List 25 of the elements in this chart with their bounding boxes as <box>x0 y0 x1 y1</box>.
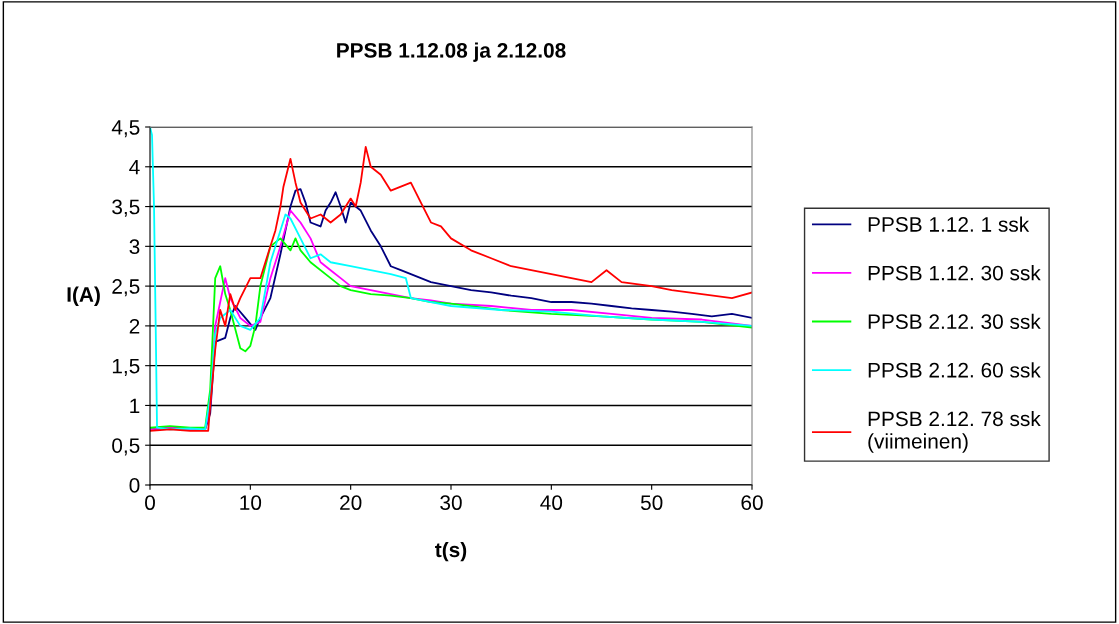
legend-label: PPSB 2.12. 30 ssk <box>868 313 1041 330</box>
legend-label: PPSB 1.12. 30 ssk <box>868 265 1041 281</box>
legend-label: PPSB 2.12. 78 ssk (viimeinen) <box>868 410 1041 453</box>
y-tick-label: 1 <box>130 398 140 413</box>
x-tick-label: 10 <box>240 495 262 511</box>
chart-title: PPSB 1.12.08 ja 2.12.08 <box>337 42 566 62</box>
y-tick-label: 0 <box>129 478 140 493</box>
y-tick-label: 3,5 <box>112 199 140 217</box>
legend-label: PPSB 1.12. 1 ssk <box>868 216 1030 232</box>
y-tick-label: 2,5 <box>112 279 140 297</box>
x-tick-label: 50 <box>640 495 663 511</box>
y-tick-label: 4,5 <box>111 120 140 138</box>
x-tick-label: 20 <box>340 495 362 511</box>
y-tick-label: 0,5 <box>112 438 140 456</box>
x-tick-label: 30 <box>440 495 462 511</box>
y-tick-label: 3 <box>129 239 140 255</box>
x-tick-label: 0 <box>145 495 155 511</box>
x-axis-title: t(s) <box>435 541 467 562</box>
x-tick-label: 60 <box>741 495 763 511</box>
y-tick-label: 4 <box>129 159 140 175</box>
x-tick-label: 40 <box>540 495 563 511</box>
legend-label: PPSB 2.12. 60 ssk <box>868 362 1041 378</box>
y-axis-title: I(A) <box>67 286 100 306</box>
y-tick-label: 1,5 <box>112 358 140 376</box>
y-tick-label: 2 <box>129 318 140 334</box>
